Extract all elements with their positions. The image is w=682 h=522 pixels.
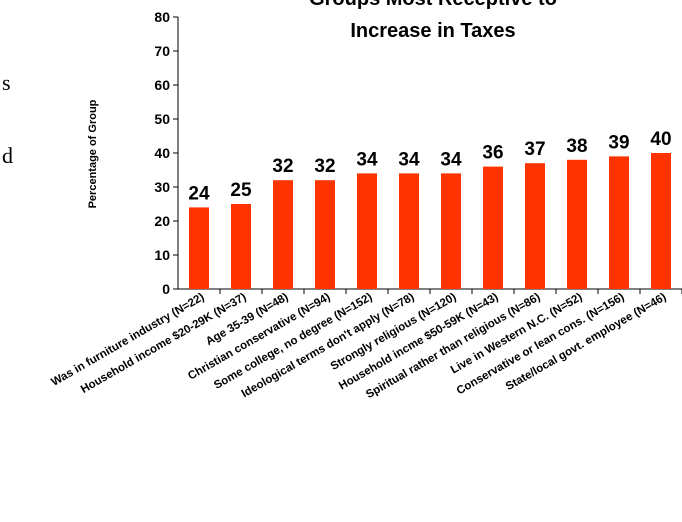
bar [609,156,629,289]
bar [189,207,209,289]
data-label: 32 [314,156,335,177]
data-label: 34 [398,149,420,170]
data-label: 32 [272,156,293,177]
y-tick-label: 60 [154,77,170,93]
side-text-fragment-2: d [2,143,13,168]
data-label: 37 [524,139,545,160]
bar [651,153,671,289]
bar [525,163,545,289]
bar [357,173,377,289]
bar [399,173,419,289]
y-tick-label: 80 [154,9,170,25]
y-axis-label: Percentage of Group [87,99,99,208]
y-tick-label: 40 [154,145,170,161]
y-tick-label: 70 [154,43,170,59]
bar [483,166,503,289]
plot-area: 0 10 20 30 40 50 60 70 80 24 Was in furniture indu… [50,9,682,401]
bar [315,180,335,289]
y-tick-label: 30 [154,179,170,195]
x-tick-label: Was in furniture industry (N=22) [50,291,207,389]
side-text-fragment-1: s [2,70,11,95]
data-label: 36 [482,143,503,164]
chart-title-line-1: Groups Most Receptive to [309,0,557,10]
bar [231,204,251,289]
data-label: 25 [230,180,252,201]
bar [273,180,293,289]
data-label: 34 [356,149,378,170]
chart-title-line-2: Increase in Taxes [350,20,515,42]
data-label: 24 [188,183,210,204]
y-tick-label: 50 [154,111,170,127]
bar [441,173,461,289]
data-label: 34 [440,149,462,170]
bar [567,159,587,289]
data-label: 38 [566,136,587,157]
y-tick-label: 0 [162,281,170,297]
y-tick-label: 10 [154,247,170,263]
data-label: 39 [608,132,629,153]
data-label: 40 [650,129,671,150]
y-tick-label: 20 [154,213,170,229]
